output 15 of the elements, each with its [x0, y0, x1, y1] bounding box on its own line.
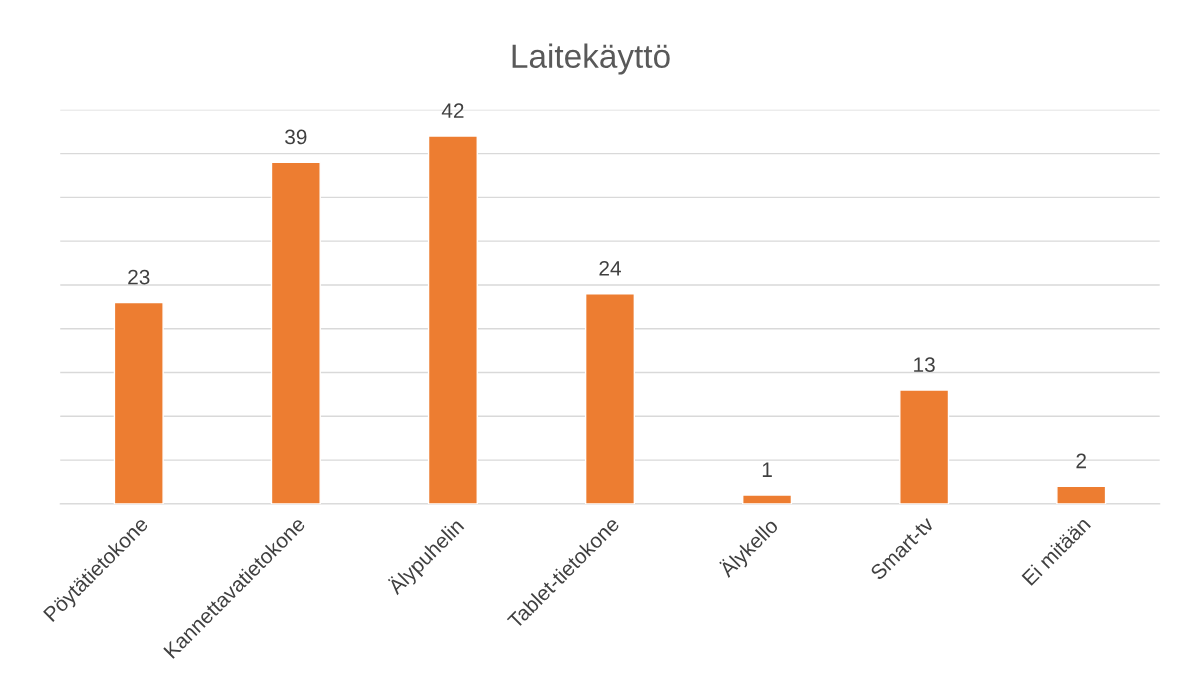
bar [270, 161, 321, 504]
bar [742, 494, 793, 504]
data-label: 42 [441, 103, 464, 118]
bar [113, 301, 164, 504]
bar [1056, 485, 1107, 504]
data-label: 23 [128, 269, 150, 285]
bar [427, 135, 478, 504]
data-label: 2 [1076, 453, 1086, 469]
chart-title: Laitekäyttö [512, 43, 670, 75]
bar [899, 389, 950, 504]
data-label: 39 [285, 129, 307, 145]
data-label: 13 [914, 357, 935, 373]
data-label: 1 [762, 462, 772, 477]
data-label: 24 [599, 260, 621, 276]
bar [584, 293, 636, 504]
